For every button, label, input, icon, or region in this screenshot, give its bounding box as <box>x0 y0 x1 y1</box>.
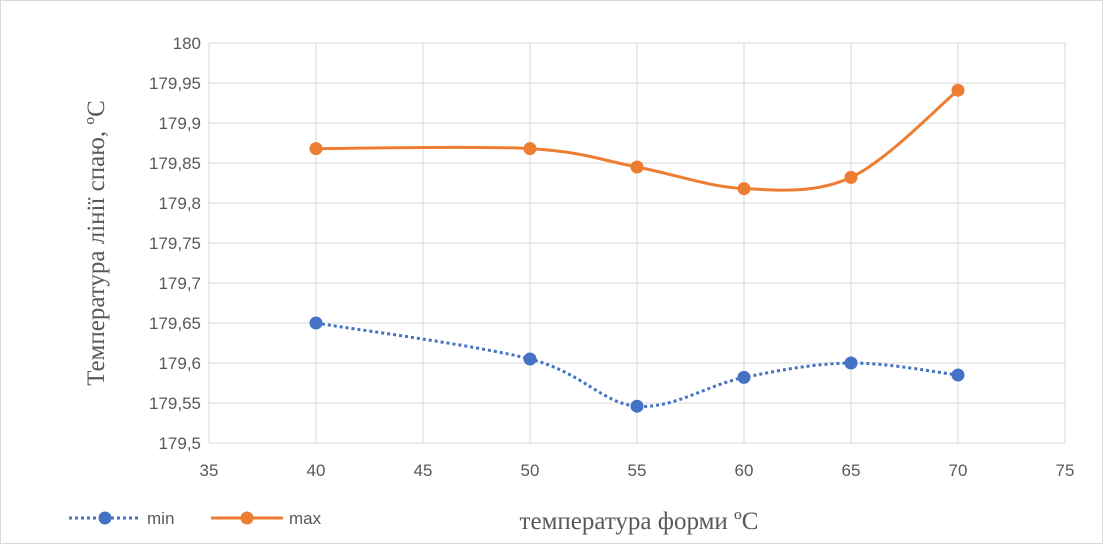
point-max <box>309 142 323 156</box>
x-tick-label: 60 <box>735 461 754 480</box>
point-max <box>523 142 537 156</box>
legend: min max <box>69 509 322 528</box>
x-tick-label: 65 <box>842 461 861 480</box>
point-max <box>737 182 751 196</box>
y-tick-label: 179,5 <box>158 434 201 453</box>
x-tick-label: 55 <box>628 461 647 480</box>
y-tick-label: 179,8 <box>158 194 201 213</box>
x-tick-label: 40 <box>307 461 326 480</box>
y-tick-label: 180 <box>173 34 201 53</box>
y-tick-label: 179,9 <box>158 114 201 133</box>
x-tick-label: 75 <box>1056 461 1075 480</box>
y-tick-label: 179,65 <box>149 314 201 333</box>
grid <box>208 42 1066 444</box>
y-tick-labels: 179,5 179,55 179,6 179,65 179,7 179,75 179,8 17… <box>149 34 201 453</box>
point-min <box>737 370 751 384</box>
x-axis-title: температура форми ºС <box>520 508 759 535</box>
y-tick-label: 179,55 <box>149 394 201 413</box>
point-min <box>309 316 323 330</box>
point-min <box>523 352 537 366</box>
legend-max-label: max <box>289 509 322 528</box>
y-tick-label: 179,75 <box>149 234 201 253</box>
x-tick-label: 70 <box>949 461 968 480</box>
x-tick-labels: 35 40 45 50 55 60 65 70 75 <box>200 461 1075 480</box>
legend-max-marker <box>240 511 254 525</box>
y-tick-label: 179,7 <box>158 274 201 293</box>
legend-min-marker <box>98 511 112 525</box>
x-tick-label: 45 <box>414 461 433 480</box>
series-line-max <box>315 89 959 192</box>
x-tick-label: 50 <box>521 461 540 480</box>
x-tick-label: 35 <box>200 461 219 480</box>
point-min <box>951 368 965 382</box>
point-max <box>630 160 644 174</box>
y-axis-title: Температура лінії спаю, ºС <box>83 100 110 386</box>
series <box>309 83 965 413</box>
y-tick-label: 179,6 <box>158 354 201 373</box>
point-max <box>844 170 858 184</box>
point-max <box>951 83 965 97</box>
point-min <box>844 356 858 370</box>
y-tick-label: 179,85 <box>149 154 201 173</box>
y-tick-label: 179,95 <box>149 74 201 93</box>
legend-min-label: min <box>147 509 174 528</box>
point-min <box>630 399 644 413</box>
